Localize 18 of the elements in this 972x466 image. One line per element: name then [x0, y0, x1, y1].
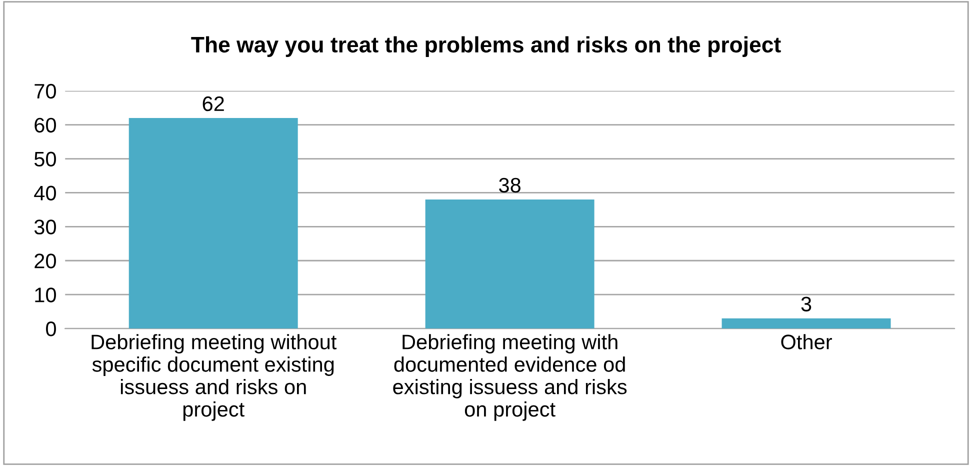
x-tick-label: Debriefing meeting with documented evidence od existing issuess and risks on project: [393, 334, 627, 421]
y-tick-label: 20: [34, 254, 56, 268]
data-label: 62: [202, 96, 224, 112]
data-label: 38: [499, 178, 520, 193]
y-tick-label: 10: [35, 288, 56, 302]
bar: [128, 118, 298, 329]
y-tick-label: 60: [34, 118, 56, 133]
bar: [425, 200, 594, 329]
x-tick-label: Debriefing meeting without specific document existing issuess and risks on project: [92, 334, 337, 421]
y-tick-label: 30: [34, 220, 56, 234]
bar: [722, 318, 891, 329]
chart-title: The way you treat the problems and risks on the project: [191, 36, 781, 57]
y-tick-label: 70: [34, 84, 56, 99]
x-tick-label: Other: [781, 334, 832, 350]
y-tick-label: 40: [34, 186, 56, 200]
y-tick-label: 0: [46, 322, 56, 336]
data-label: 3: [801, 296, 812, 312]
y-tick-label: 50: [34, 152, 56, 167]
